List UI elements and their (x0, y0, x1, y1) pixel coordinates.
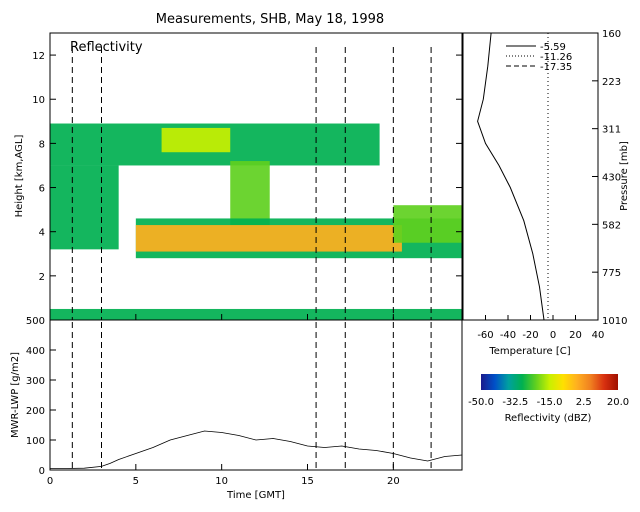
reflectivity-layer (50, 165, 119, 250)
time-tick-label: 20 (387, 476, 400, 487)
temperature-tick-label: 0 (550, 330, 556, 341)
height-tick-label: 8 (39, 139, 45, 150)
colorbar-tick-label: 2.5 (576, 397, 592, 408)
colorbar-label: Reflectivity (dBZ) (505, 413, 592, 424)
time-axis-label: Time [GMT] (226, 490, 285, 501)
lwp-ticks: 0 100 200 300 400 500 (26, 316, 56, 477)
temperature-ticks: -60 -40 -20 0 20 40 (477, 315, 604, 341)
lwp-tick-label: 100 (26, 436, 45, 447)
reflectivity-layer (50, 308, 462, 320)
pressure-tick-label: 1010 (602, 316, 627, 327)
temperature-series-line (477, 32, 545, 321)
pressure-axis-label: Pressure [mb] (619, 141, 630, 211)
lwp-tick-label: 0 (39, 466, 45, 477)
time-tick-label: 0 (47, 476, 53, 487)
pressure-tick-label: 223 (602, 77, 621, 88)
dashed-lines (71, 47, 432, 320)
lwp-tick-label: 300 (26, 376, 45, 387)
reflectivity-layers (50, 123, 463, 320)
colorbar-tick-label: 20.0 (607, 397, 629, 408)
legend-label: -17.35 (540, 62, 572, 73)
panel-label: Reflectivity (70, 40, 143, 55)
temperature-tick-label: 40 (592, 330, 605, 341)
pressure-tick-label: 775 (602, 268, 621, 279)
lwp-panel: 0 100 200 300 400 500 0 5 10 15 20 Time [GMT] MWR… (10, 314, 463, 501)
lwp-dashed-lines (71, 322, 432, 470)
chart-title: Measurements, SHB, May 18, 1998 (156, 12, 384, 27)
height-tick-label: 4 (39, 228, 45, 239)
lwp-tick-label: 400 (26, 346, 45, 357)
lwp-tick-label: 500 (26, 316, 45, 327)
time-tick-label: 5 (133, 476, 139, 487)
reflectivity-layer (393, 205, 462, 243)
height-tick-label: 12 (32, 51, 45, 62)
colorbar-ticks: -50.0 -32.5 -15.0 2.5 20.0 (468, 397, 629, 408)
colorbar-tick-label: -32.5 (502, 397, 528, 408)
time-tick-label: 10 (215, 476, 228, 487)
pressure-tick-label: 160 (602, 29, 621, 40)
pressure-tick-label: 311 (602, 125, 621, 136)
temperature-legend: -5.59-11.26-17.35 (506, 42, 572, 73)
time-tick-label: 15 (301, 476, 314, 487)
temperature-tick-label: -60 (477, 330, 493, 341)
height-tick-label: 10 (32, 95, 45, 106)
colorbar: -50.0 -32.5 -15.0 2.5 20.0 Reflectivity (dBZ… (468, 374, 629, 424)
pressure-tick-label: 582 (602, 220, 621, 231)
reflectivity-layer (135, 225, 402, 252)
colorbar-tick-label: -15.0 (537, 397, 563, 408)
pressure-tick-label: 430 (602, 173, 621, 184)
height-ticks: 2 4 6 8 10 12 (32, 51, 462, 283)
lwp-tick-label: 200 (26, 406, 45, 417)
temperature-panel: -5.59-11.26-17.35 160 223 311 430 582 775 1010… (462, 29, 630, 357)
height-tick-label: 2 (39, 272, 45, 283)
reflectivity-layer (230, 161, 270, 228)
pressure-ticks: 160 223 311 430 582 775 1010 (592, 29, 627, 327)
temperature-axis-label: Temperature [C] (488, 346, 570, 357)
legend-label: -11.26 (540, 52, 572, 63)
time-ticks: 0 5 10 15 20 (47, 314, 400, 487)
height-axis-label: Height [km,AGL] (14, 135, 25, 218)
lwp-series-line (50, 430, 463, 469)
colorbar-gradient (481, 374, 618, 390)
reflectivity-layer (161, 127, 231, 153)
lwp-frame (49, 319, 463, 471)
legend-label: -5.59 (540, 42, 566, 53)
temperature-frame (462, 32, 599, 321)
reflectivity-panel: 2 4 6 8 10 12 Reflectivity Height [km,AGL] (14, 32, 463, 321)
height-tick-label: 6 (39, 184, 45, 195)
temperature-tick-label: -20 (522, 330, 538, 341)
colorbar-tick-label: -50.0 (468, 397, 494, 408)
temperature-tick-label: -40 (500, 330, 516, 341)
temperature-tick-label: 20 (569, 330, 582, 341)
lwp-axis-label: MWR-LWP [g/m2] (10, 352, 21, 438)
